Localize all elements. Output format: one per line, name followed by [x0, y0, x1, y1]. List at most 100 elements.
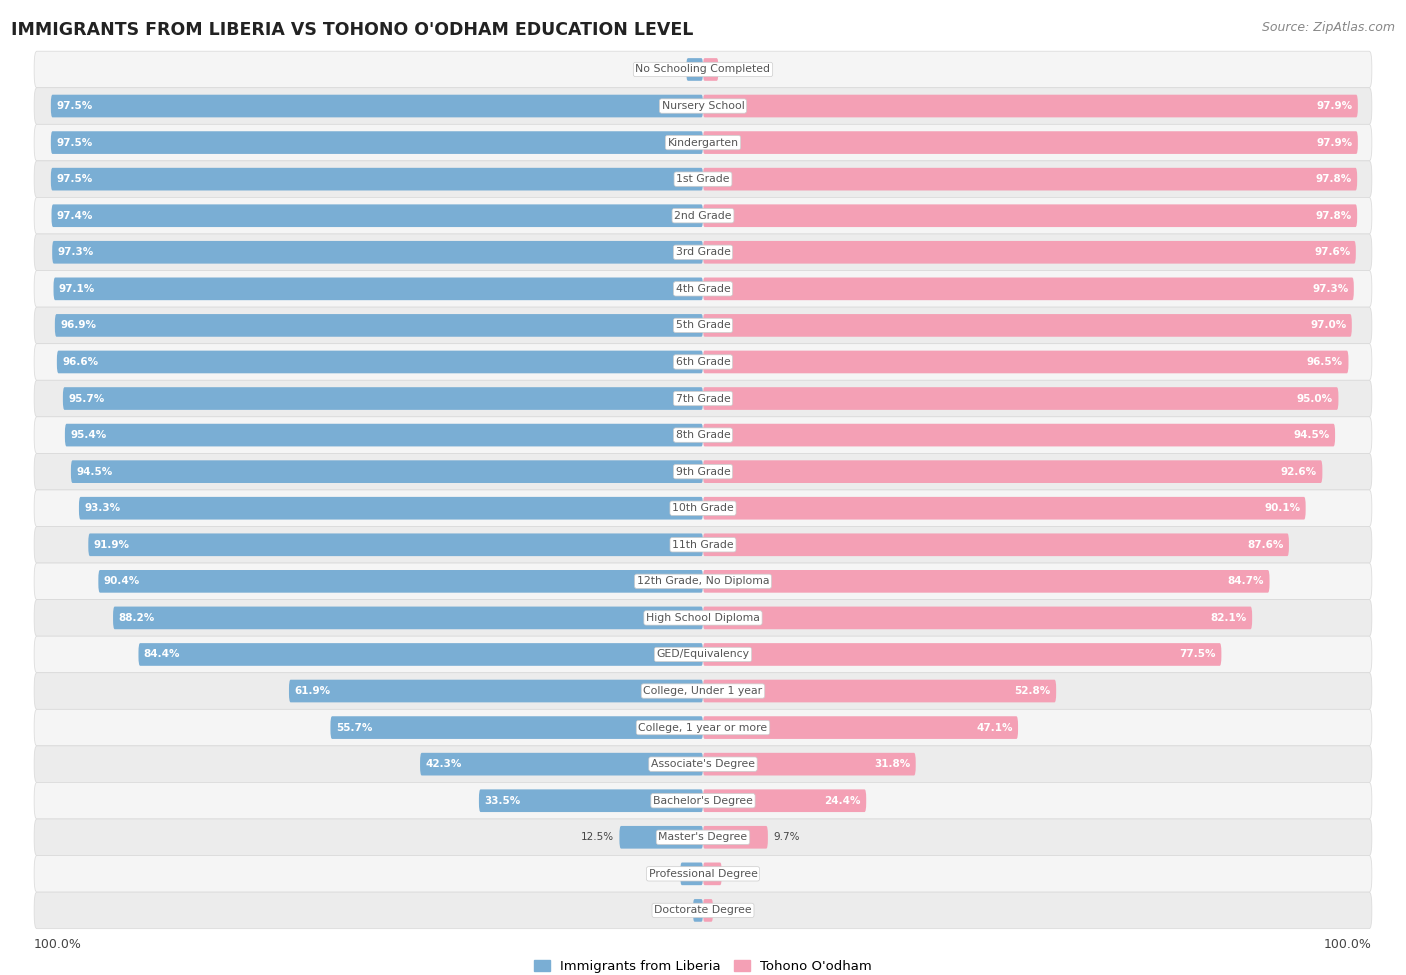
Text: 55.7%: 55.7%	[336, 722, 373, 732]
FancyBboxPatch shape	[703, 278, 1354, 300]
FancyBboxPatch shape	[79, 497, 703, 520]
Text: 42.3%: 42.3%	[426, 760, 461, 769]
Text: 31.8%: 31.8%	[875, 760, 910, 769]
FancyBboxPatch shape	[686, 58, 703, 81]
Text: 87.6%: 87.6%	[1247, 540, 1284, 550]
FancyBboxPatch shape	[620, 826, 703, 848]
Text: Nursery School: Nursery School	[662, 101, 744, 111]
Legend: Immigrants from Liberia, Tohono O'odham: Immigrants from Liberia, Tohono O'odham	[529, 955, 877, 975]
FancyBboxPatch shape	[703, 314, 1351, 336]
FancyBboxPatch shape	[703, 460, 1323, 483]
FancyBboxPatch shape	[34, 489, 1372, 526]
FancyBboxPatch shape	[703, 132, 1358, 154]
FancyBboxPatch shape	[703, 826, 768, 848]
Text: 5th Grade: 5th Grade	[676, 321, 730, 331]
Text: 95.7%: 95.7%	[69, 394, 104, 404]
FancyBboxPatch shape	[34, 197, 1372, 234]
Text: 1st Grade: 1st Grade	[676, 175, 730, 184]
Text: 97.5%: 97.5%	[56, 101, 93, 111]
Text: 90.4%: 90.4%	[104, 576, 141, 586]
FancyBboxPatch shape	[51, 132, 703, 154]
Text: 11th Grade: 11th Grade	[672, 540, 734, 550]
FancyBboxPatch shape	[34, 600, 1372, 637]
FancyBboxPatch shape	[55, 314, 703, 336]
FancyBboxPatch shape	[63, 387, 703, 410]
FancyBboxPatch shape	[703, 58, 718, 81]
Text: 97.8%: 97.8%	[1316, 175, 1351, 184]
Text: 97.1%: 97.1%	[59, 284, 96, 293]
FancyBboxPatch shape	[34, 380, 1372, 417]
Text: 92.6%: 92.6%	[1281, 467, 1317, 477]
FancyBboxPatch shape	[34, 856, 1372, 892]
Text: 97.5%: 97.5%	[56, 137, 93, 147]
FancyBboxPatch shape	[703, 387, 1339, 410]
Text: 96.6%: 96.6%	[62, 357, 98, 367]
Text: Kindergarten: Kindergarten	[668, 137, 738, 147]
FancyBboxPatch shape	[52, 241, 703, 263]
FancyBboxPatch shape	[330, 717, 703, 739]
FancyBboxPatch shape	[290, 680, 703, 702]
FancyBboxPatch shape	[34, 307, 1372, 344]
Text: 88.2%: 88.2%	[118, 613, 155, 623]
Text: 91.9%: 91.9%	[94, 540, 129, 550]
Text: Doctorate Degree: Doctorate Degree	[654, 906, 752, 916]
FancyBboxPatch shape	[703, 168, 1357, 190]
Text: College, Under 1 year: College, Under 1 year	[644, 686, 762, 696]
Text: 95.4%: 95.4%	[70, 430, 107, 440]
Text: 77.5%: 77.5%	[1180, 649, 1216, 659]
FancyBboxPatch shape	[34, 344, 1372, 380]
Text: 82.1%: 82.1%	[1211, 613, 1247, 623]
Text: Associate's Degree: Associate's Degree	[651, 760, 755, 769]
Text: 94.5%: 94.5%	[1294, 430, 1330, 440]
Text: 93.3%: 93.3%	[84, 503, 121, 513]
FancyBboxPatch shape	[703, 351, 1348, 373]
FancyBboxPatch shape	[52, 205, 703, 227]
Text: GED/Equivalency: GED/Equivalency	[657, 649, 749, 659]
Text: 100.0%: 100.0%	[34, 938, 82, 951]
Text: 2.3%: 2.3%	[724, 64, 751, 74]
Text: 97.5%: 97.5%	[56, 175, 93, 184]
Text: 9th Grade: 9th Grade	[676, 467, 730, 477]
Text: 2.8%: 2.8%	[727, 869, 754, 878]
FancyBboxPatch shape	[703, 717, 1018, 739]
Text: 3.4%: 3.4%	[648, 869, 675, 878]
Text: 94.5%: 94.5%	[76, 467, 112, 477]
Text: 97.3%: 97.3%	[1312, 284, 1348, 293]
FancyBboxPatch shape	[420, 753, 703, 775]
Text: 97.9%: 97.9%	[1316, 137, 1353, 147]
Text: Source: ZipAtlas.com: Source: ZipAtlas.com	[1261, 21, 1395, 34]
Text: 33.5%: 33.5%	[484, 796, 520, 805]
FancyBboxPatch shape	[703, 424, 1336, 447]
Text: 52.8%: 52.8%	[1015, 686, 1050, 696]
Text: 97.9%: 97.9%	[1316, 101, 1353, 111]
FancyBboxPatch shape	[34, 161, 1372, 197]
FancyBboxPatch shape	[51, 168, 703, 190]
Text: 12th Grade, No Diploma: 12th Grade, No Diploma	[637, 576, 769, 586]
Text: 84.4%: 84.4%	[143, 649, 180, 659]
Text: 8th Grade: 8th Grade	[676, 430, 730, 440]
FancyBboxPatch shape	[34, 782, 1372, 819]
FancyBboxPatch shape	[70, 460, 703, 483]
Text: 96.5%: 96.5%	[1308, 357, 1343, 367]
Text: 61.9%: 61.9%	[294, 686, 330, 696]
FancyBboxPatch shape	[703, 497, 1306, 520]
Text: 3rd Grade: 3rd Grade	[675, 248, 731, 257]
Text: 90.1%: 90.1%	[1264, 503, 1301, 513]
Text: 4th Grade: 4th Grade	[676, 284, 730, 293]
FancyBboxPatch shape	[703, 95, 1358, 117]
Text: Professional Degree: Professional Degree	[648, 869, 758, 878]
Text: 9.7%: 9.7%	[773, 833, 800, 842]
FancyBboxPatch shape	[34, 124, 1372, 161]
FancyBboxPatch shape	[98, 570, 703, 593]
Text: 2.5%: 2.5%	[654, 64, 681, 74]
FancyBboxPatch shape	[703, 533, 1289, 556]
Text: Bachelor's Degree: Bachelor's Degree	[652, 796, 754, 805]
Text: 97.6%: 97.6%	[1315, 248, 1351, 257]
FancyBboxPatch shape	[138, 644, 703, 666]
Text: 1.5%: 1.5%	[718, 906, 745, 916]
Text: 24.4%: 24.4%	[824, 796, 860, 805]
FancyBboxPatch shape	[112, 606, 703, 629]
FancyBboxPatch shape	[34, 892, 1372, 928]
Text: 97.3%: 97.3%	[58, 248, 94, 257]
FancyBboxPatch shape	[34, 453, 1372, 489]
